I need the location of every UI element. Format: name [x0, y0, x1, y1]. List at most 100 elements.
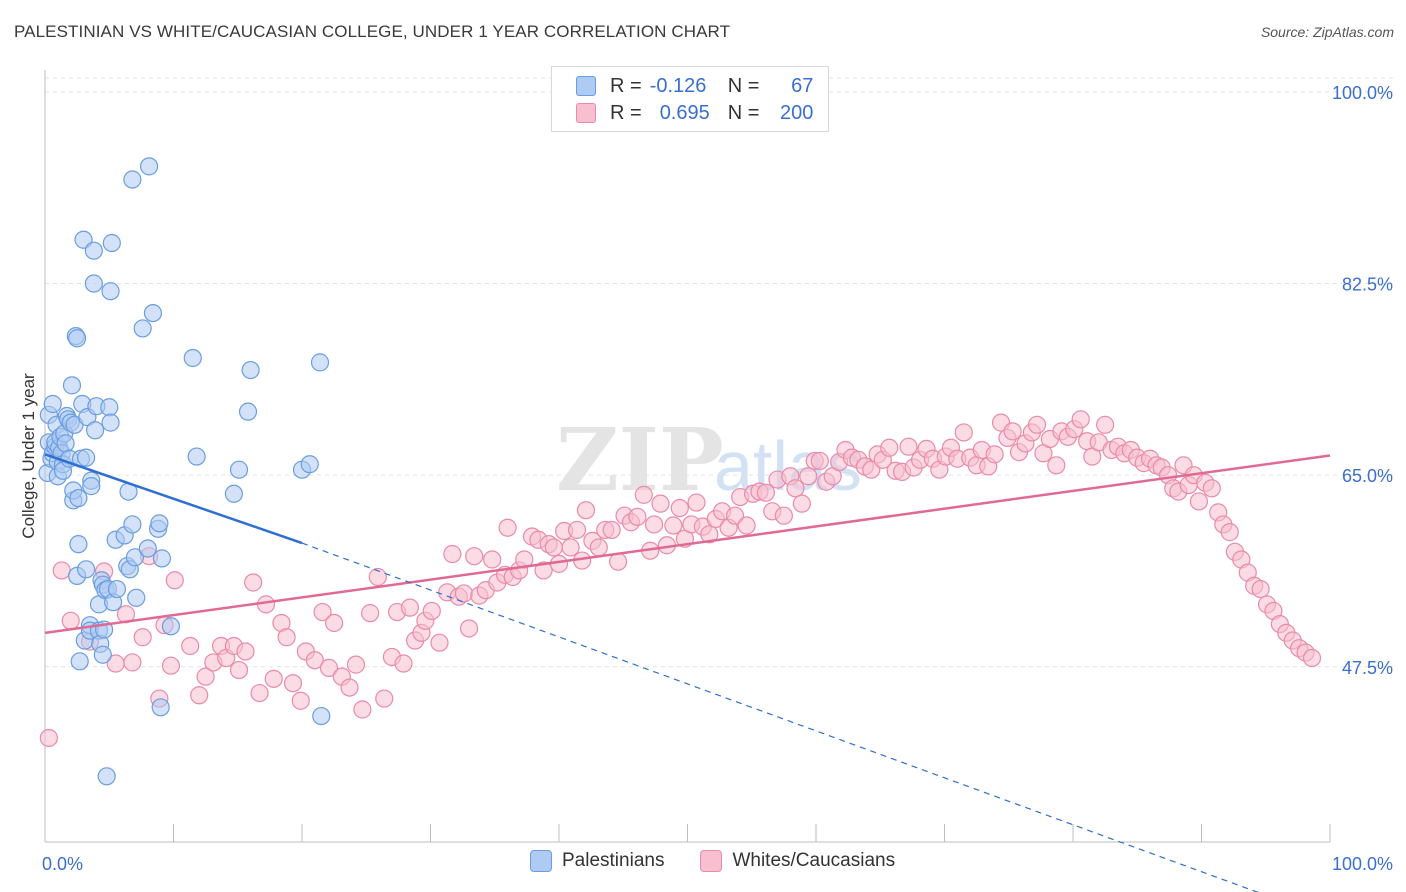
data-point: [465, 547, 484, 566]
data-point: [150, 514, 169, 533]
data-point: [77, 448, 96, 467]
data-point: [1027, 415, 1047, 434]
data-point: [1047, 456, 1066, 475]
data-point: [1096, 415, 1115, 434]
chart-title: PALESTINIAN VS WHITE/CAUCASIAN COLLEGE, …: [14, 22, 731, 41]
axis-labels: 47.5% 65.0% 82.5% 100.0% 0.0% 100.0% College, …: [19, 83, 1393, 874]
data-point: [139, 157, 159, 176]
data-point: [101, 282, 120, 301]
data-point: [181, 636, 200, 656]
data-point: [498, 518, 517, 537]
data-point: [561, 538, 580, 557]
data-point: [737, 516, 756, 535]
data-point: [61, 611, 80, 630]
data-point: [459, 619, 479, 638]
legend-label: Palestinians: [562, 850, 665, 871]
data-point: [86, 421, 105, 440]
data-point: [634, 485, 653, 504]
legend-r-value: 0.695: [659, 101, 710, 124]
data-point: [143, 303, 163, 323]
data-point: [792, 494, 811, 513]
data-point: [628, 507, 647, 526]
data-point: [422, 601, 441, 621]
data-point: [670, 498, 689, 518]
data-point: [84, 241, 103, 260]
data-point: [277, 628, 296, 647]
whites-swatch: [576, 103, 596, 123]
data-point: [361, 604, 380, 623]
data-point: [725, 506, 745, 525]
palestinians-swatch: [530, 850, 552, 872]
data-point: [123, 653, 142, 672]
y-tick-label: 100.0%: [1332, 83, 1393, 103]
data-point: [810, 451, 829, 471]
palestinians-swatch: [576, 76, 596, 96]
data-point: [1003, 422, 1022, 441]
legend-item-whites: Whites/Caucasians: [700, 850, 895, 872]
whites-swatch: [700, 850, 723, 872]
data-point: [264, 669, 283, 688]
data-point: [305, 651, 324, 670]
data-point: [52, 561, 71, 580]
data-point: [196, 667, 215, 686]
data-point: [544, 538, 563, 557]
data-point: [236, 642, 255, 661]
whites-trend-line: [44, 454, 1331, 635]
data-point: [799, 467, 818, 486]
data-point: [1071, 410, 1090, 429]
data-point: [224, 484, 243, 503]
data-point: [151, 698, 170, 717]
data-point: [84, 274, 103, 293]
data-point: [786, 479, 805, 498]
data-point: [123, 515, 142, 534]
data-point: [229, 660, 249, 680]
data-point: [862, 460, 881, 479]
data-point: [190, 686, 209, 705]
data-point: [310, 353, 330, 372]
data-point: [880, 438, 899, 457]
data-point: [353, 700, 372, 719]
data-point: [133, 628, 152, 647]
data-point: [238, 402, 258, 421]
data-point: [102, 233, 121, 253]
data-point: [664, 516, 683, 535]
data-point: [1251, 579, 1270, 599]
data-point: [244, 573, 263, 592]
data-point: [430, 633, 449, 652]
data-point: [161, 617, 181, 636]
data-point: [954, 423, 973, 442]
data-point: [454, 584, 474, 603]
data-point: [127, 588, 146, 607]
data-point: [340, 678, 359, 697]
data-point: [152, 549, 172, 568]
data-point: [1202, 479, 1221, 498]
data-point: [100, 398, 119, 417]
x-tick-label: 100.0%: [1332, 854, 1393, 874]
data-point: [346, 655, 366, 674]
data-point: [250, 683, 269, 703]
data-point: [644, 515, 664, 534]
data-point: [93, 645, 112, 664]
y-tick-label: 82.5%: [1342, 275, 1393, 295]
y-tick-label: 47.5%: [1342, 658, 1393, 678]
data-point: [443, 544, 462, 564]
data-point: [69, 489, 88, 508]
data-point: [368, 567, 387, 587]
data-point: [101, 413, 120, 432]
data-point: [687, 493, 706, 512]
data-point: [567, 520, 587, 540]
y-axis-title: College, Under 1 year: [19, 373, 38, 539]
series-legend: Palestinians Whites/Caucasians: [530, 850, 931, 872]
legend-n-value: 200: [780, 101, 814, 124]
legend-n-value: 67: [791, 74, 814, 97]
data-point: [229, 460, 249, 479]
data-point: [56, 434, 75, 453]
data-point: [241, 360, 260, 380]
data-point: [483, 550, 502, 569]
x-tick-label: 0.0%: [42, 854, 83, 874]
palestinians-trend-line: [44, 453, 303, 545]
y-tick-label: 65.0%: [1342, 466, 1393, 486]
legend-n-label: N =: [727, 74, 760, 97]
data-point: [187, 447, 206, 466]
data-point: [899, 437, 918, 456]
